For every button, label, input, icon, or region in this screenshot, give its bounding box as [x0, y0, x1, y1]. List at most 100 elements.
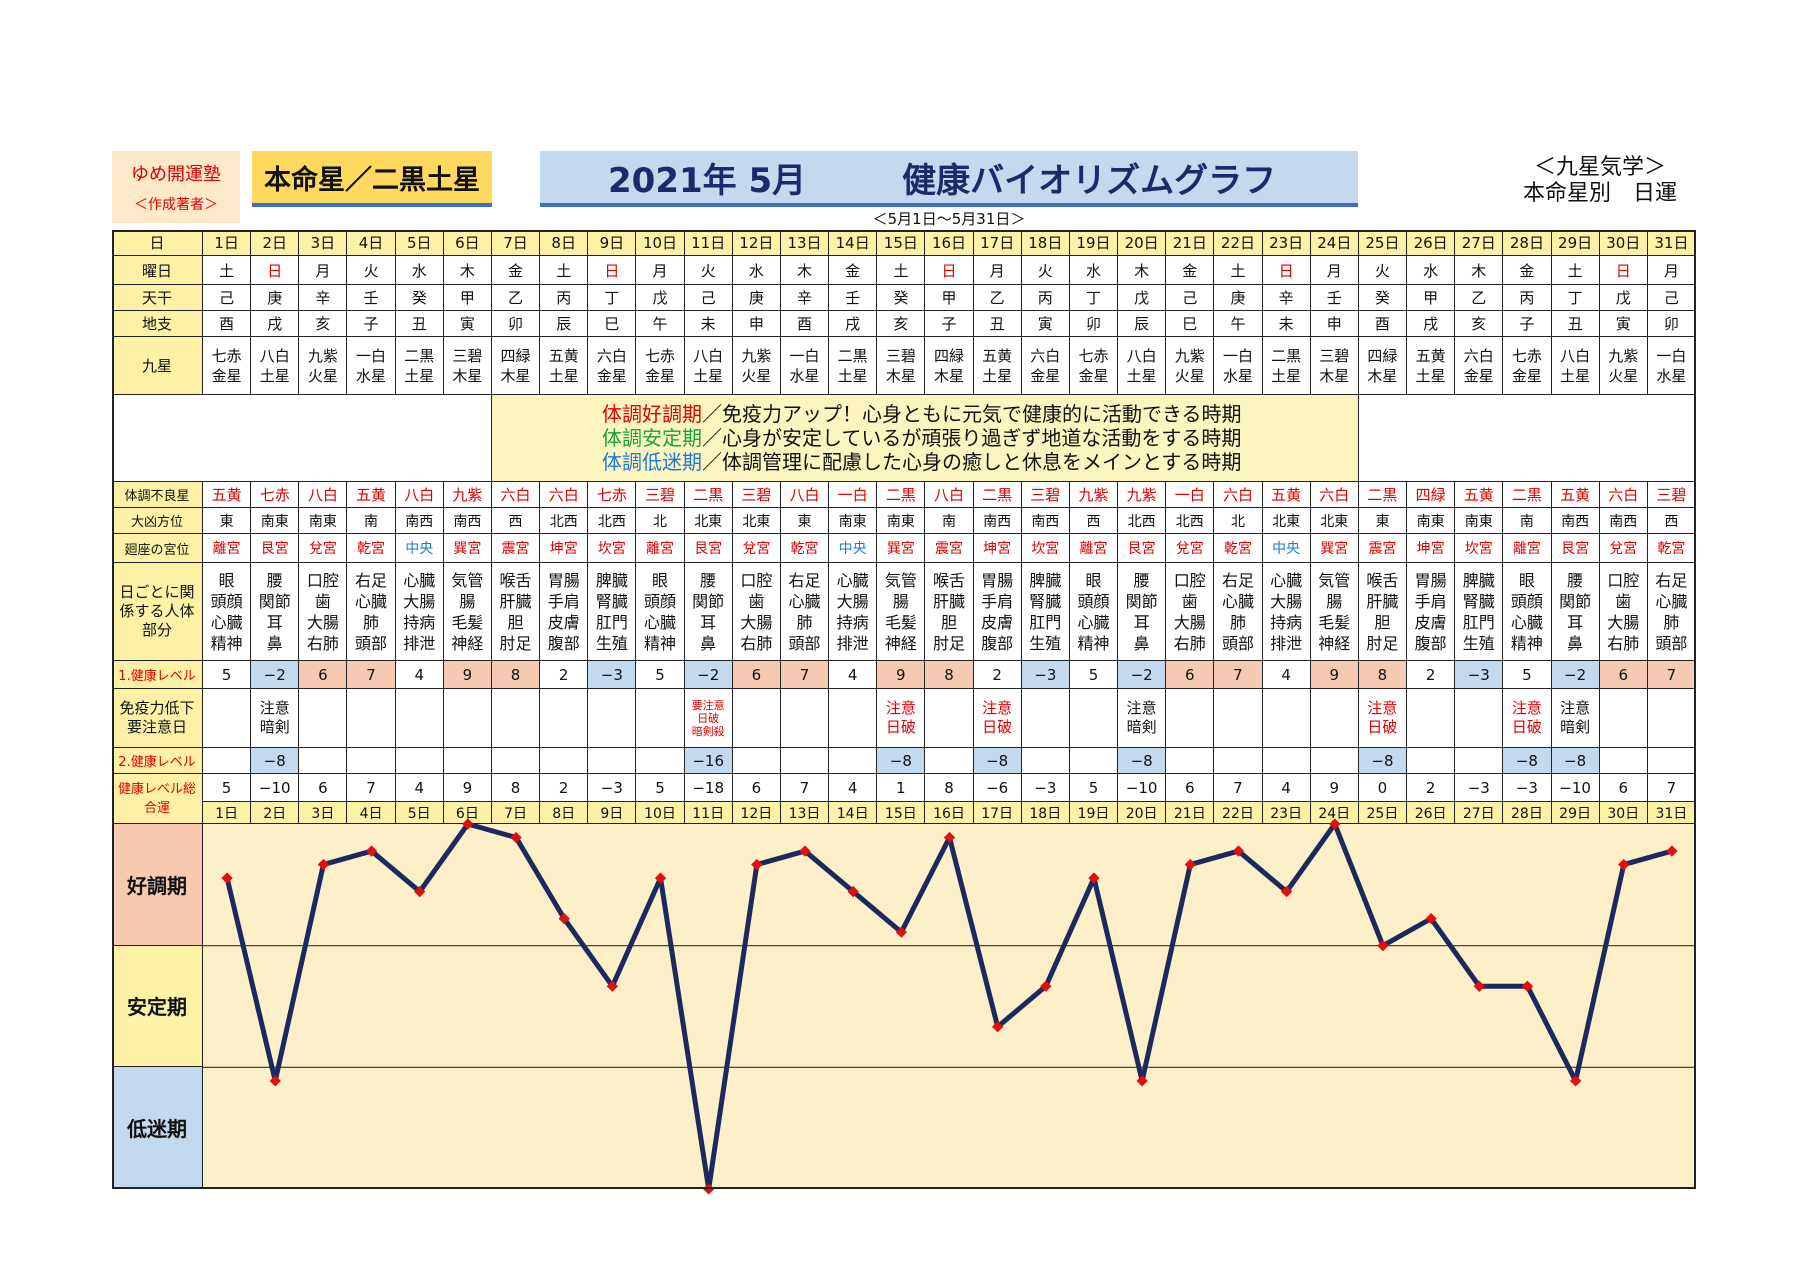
palace-label: 巽宮 — [886, 541, 915, 557]
body-part: 生殖 — [1029, 633, 1062, 653]
palace-cell: 巽宮 — [443, 534, 492, 563]
kyusei-cell: 七赤 金星 — [1069, 337, 1119, 395]
kyusei-line: 七赤 — [211, 346, 242, 365]
weekday-cell: 月 — [1310, 256, 1359, 285]
day-footer: 25日 — [1358, 802, 1408, 824]
tenkan-label: 癸 — [893, 289, 909, 307]
day-footer: 15日 — [877, 802, 926, 824]
bad-star-label: 八白 — [933, 486, 964, 504]
body-part: 右肺 — [1173, 633, 1206, 653]
row-label-direction: 大凶方位 — [112, 508, 203, 534]
tenkan-label: 壬 — [845, 289, 861, 307]
tenkan-label: 乙 — [508, 289, 524, 307]
level2-value: −16 — [692, 751, 725, 770]
body-part: 胃腸 — [1414, 570, 1447, 590]
body-part: 心臓 — [1655, 591, 1688, 611]
body-part: 右肺 — [1607, 633, 1640, 653]
weekday-label: 火 — [1037, 261, 1053, 280]
chishi-cell: 寅 — [1599, 311, 1648, 337]
day-header: 31日 — [1647, 230, 1696, 256]
level1-value: 4 — [1281, 665, 1291, 684]
weekday-label: 日 — [267, 261, 283, 280]
level1-value: −3 — [600, 665, 623, 684]
tenkan-label: 癸 — [1374, 289, 1390, 307]
level2-cell — [443, 748, 492, 774]
level1-value: 7 — [1666, 665, 1677, 684]
body-cell: 喉舌 肝臓胆肘足 — [925, 563, 974, 661]
weekday-label: 土 — [556, 261, 572, 280]
chishi-label: 辰 — [1134, 315, 1150, 333]
row-label-level2: 2.健康レベル — [112, 748, 203, 774]
palace-label: 巽宮 — [1320, 541, 1349, 557]
chishi-label: 寅 — [459, 315, 475, 333]
body-part: 心臓 — [403, 570, 436, 590]
legend-term: 体調低迷期 — [601, 450, 702, 474]
total-value: −10 — [1559, 778, 1591, 797]
weekday-label: 月 — [1663, 261, 1679, 280]
direction-cell: 北東 — [1310, 508, 1359, 534]
body-part: 大腸 — [740, 612, 773, 632]
total-value: −10 — [258, 778, 291, 797]
body-part: 腎臓 — [1029, 591, 1062, 611]
kyusei-line: 金星 — [1030, 366, 1061, 385]
tenkan-cell: 己 — [1647, 285, 1696, 311]
tenkan-cell: 己 — [203, 285, 252, 311]
tenkan-label: 丁 — [1567, 289, 1583, 307]
caution-cell: 要注意 日破 暗剣殺 — [684, 689, 733, 748]
day-header: 11日 — [684, 230, 733, 256]
total-value: 4 — [847, 778, 858, 797]
tenkan-cell: 辛 — [780, 285, 830, 311]
kyusei-line: 火星 — [307, 366, 338, 385]
body-cell: 眼頭顔 心臓 精神 — [203, 563, 252, 661]
day-header: 3日 — [299, 230, 348, 256]
chishi-cell: 戌 — [1407, 311, 1456, 337]
level1-value: −2 — [1130, 665, 1153, 684]
day-header: 17日 — [973, 230, 1022, 256]
caution-cell — [1214, 689, 1263, 748]
day-header: 23日 — [1262, 230, 1311, 256]
day-label: 1日 — [215, 805, 239, 822]
bad-star-label: 九紫 — [1126, 486, 1157, 504]
body-part: 気管 — [451, 570, 484, 590]
body-part: 心臓 — [644, 612, 677, 632]
chishi-cell: 卯 — [1647, 311, 1696, 337]
body-cell: 眼頭顔 心臓 精神 — [1503, 563, 1552, 661]
kyusei-line: 火星 — [1608, 366, 1639, 385]
body-part: 手肩 — [547, 591, 580, 611]
total-value: −3 — [600, 778, 623, 797]
palace-label: 坎宮 — [1464, 541, 1493, 557]
bad-star-cell: 八白 — [925, 482, 974, 508]
kyusei-cell: 七赤 金星 — [1503, 337, 1552, 395]
chishi-cell: 子 — [347, 311, 396, 337]
chishi-label: 亥 — [1471, 315, 1487, 333]
tenkan-cell: 癸 — [877, 285, 926, 311]
day-header: 7日 — [491, 230, 541, 256]
kyusei-line: 九紫 — [307, 346, 338, 365]
total-value: 7 — [1666, 778, 1677, 797]
direction-label: 東 — [797, 513, 812, 530]
chishi-label: 卯 — [1085, 315, 1101, 333]
palace-cell: 艮宮 — [1551, 534, 1600, 563]
level1-cell: 6 — [1166, 661, 1215, 689]
row-label-chishi: 地支 — [112, 311, 203, 337]
palace-cell: 震宮 — [1358, 534, 1408, 563]
total-value: 6 — [1618, 778, 1629, 797]
caution-line: 暗剣 — [1126, 718, 1157, 736]
weekday-label: 水 — [748, 261, 764, 280]
body-part: 心臓 — [210, 612, 243, 632]
total-value: 8 — [510, 778, 521, 797]
kyusei-line: 三碧 — [885, 346, 916, 365]
chishi-cell: 丑 — [973, 311, 1022, 337]
body-part: 脾臓 — [595, 570, 628, 590]
body-cell: 腰関節耳鼻 — [1551, 563, 1600, 661]
legend-line: 体調好調期／免疫力アップ！心身ともに元気で健康的に活動できる時期 — [602, 402, 1242, 426]
day-label: 19日 — [1076, 234, 1111, 252]
direction-cell: 南東 — [1407, 508, 1456, 534]
level2-cell — [540, 748, 589, 774]
palace-cell: 艮宮 — [251, 534, 300, 563]
weekday-label: 水 — [1085, 261, 1101, 280]
direction-label: 南西 — [453, 513, 482, 530]
level1-value: 7 — [1233, 665, 1243, 684]
day-label: 2日 — [263, 805, 287, 822]
kyusei-cell: 六白 金星 — [588, 337, 637, 395]
